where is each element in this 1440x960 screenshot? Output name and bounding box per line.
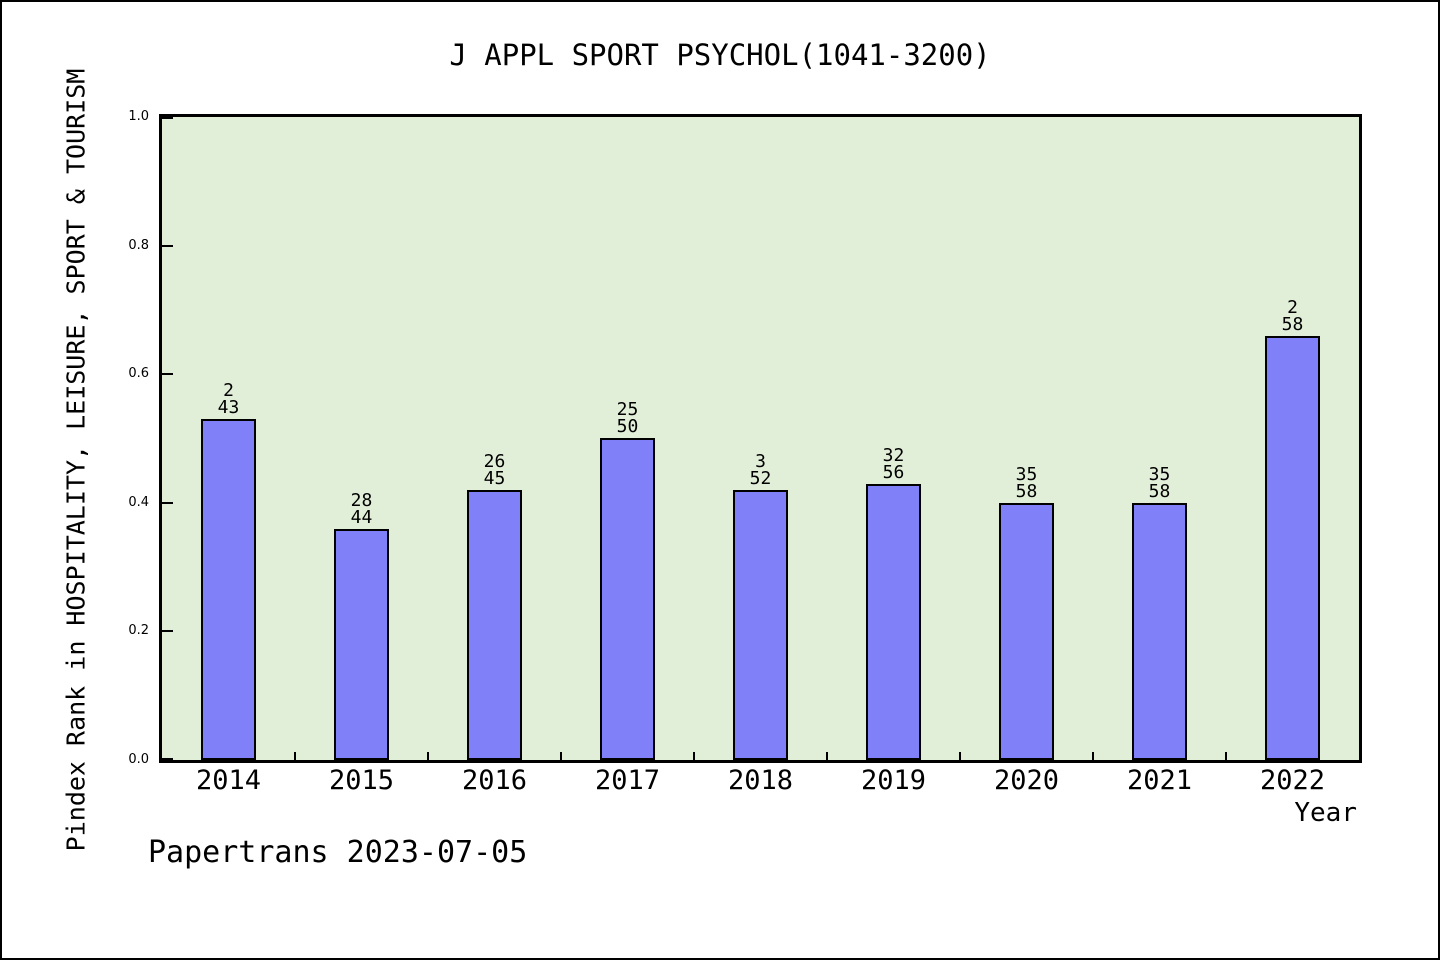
bar-label-rank: 26 xyxy=(483,451,506,472)
y-axis-tick xyxy=(162,630,173,633)
bar-label-rank: 35 xyxy=(1148,464,1171,485)
watermark-source-date: Papertrans 2023-07-05 xyxy=(148,835,528,870)
bar-label-total: 43 xyxy=(217,397,240,418)
x-tick-label-2021: 2021 xyxy=(1126,765,1193,796)
y-axis-tick xyxy=(162,117,173,119)
bar-label-total: 50 xyxy=(616,416,639,437)
bar-label-total: 52 xyxy=(749,468,772,489)
y-tick-label-0.0: 0.0 xyxy=(128,752,149,767)
x-axis-title: Year xyxy=(1294,798,1357,828)
y-axis-tick xyxy=(162,244,173,247)
bar-label-rank: 35 xyxy=(1015,464,1038,485)
bar-2014 xyxy=(201,419,256,760)
y-axis-tick xyxy=(162,758,173,760)
bar-value-label-2015: 28 44 xyxy=(302,490,422,528)
bar-label-total: 45 xyxy=(483,468,506,489)
x-axis-tick xyxy=(1092,752,1094,760)
y-tick-label-0.4: 0.4 xyxy=(128,494,149,510)
y-axis-tick xyxy=(162,373,173,376)
bar-label-rank: 2 xyxy=(223,380,234,401)
plot-area: Year 2 43 2014 28 44 2015 26 45 2016 25 50 2017 3 52 2… xyxy=(128,109,1362,828)
bar-value-label-2014: 2 43 xyxy=(169,380,289,418)
y-tick-label-0.2: 0.2 xyxy=(128,623,149,639)
bar-2017 xyxy=(600,438,655,760)
y-axis-tick xyxy=(162,501,173,504)
bar-label-total: 56 xyxy=(882,462,905,483)
bar-2016 xyxy=(467,490,522,760)
x-tick-label-2015: 2015 xyxy=(328,765,395,796)
bar-label-rank: 25 xyxy=(616,399,639,420)
y-tick-label-0.6: 0.6 xyxy=(128,366,149,382)
x-axis-tick xyxy=(1225,752,1227,760)
bar-label-total: 58 xyxy=(1148,481,1171,502)
x-tick-label-2022: 2022 xyxy=(1259,765,1326,796)
bar-2021 xyxy=(1132,503,1187,760)
bar-2020 xyxy=(999,503,1054,760)
bar-label-rank: 28 xyxy=(350,490,373,511)
bar-label-rank: 2 xyxy=(1287,297,1298,318)
bar-2019 xyxy=(866,484,921,760)
bar-label-rank: 3 xyxy=(755,451,766,472)
bar-value-label-2016: 26 45 xyxy=(435,451,555,489)
bar-value-label-2021: 35 58 xyxy=(1100,464,1220,502)
x-tick-label-2020: 2020 xyxy=(993,765,1060,796)
bar-label-total: 58 xyxy=(1015,481,1038,502)
bar-value-label-2017: 25 50 xyxy=(568,399,688,437)
bar-label-total: 58 xyxy=(1281,314,1304,335)
y-axis-title: Pindex Rank in HOSPITALITY, LEISURE, SPO… xyxy=(61,68,91,852)
x-tick-label-2018: 2018 xyxy=(727,765,794,796)
x-tick-label-2017: 2017 xyxy=(594,765,661,796)
bar-2015 xyxy=(334,529,389,760)
x-axis-tick xyxy=(294,752,296,760)
bar-label-total: 44 xyxy=(350,507,373,528)
bar-value-label-2020: 35 58 xyxy=(967,464,1087,502)
y-tick-label-1.0: 1.0 xyxy=(128,109,149,124)
bar-value-label-2022: 2 58 xyxy=(1233,297,1353,335)
bar-value-label-2019: 32 56 xyxy=(834,445,954,483)
bar-2018 xyxy=(733,490,788,760)
x-axis-tick xyxy=(826,752,828,760)
bar-value-label-2018: 3 52 xyxy=(701,451,821,489)
x-axis-tick xyxy=(560,752,562,760)
chart-title: J APPL SPORT PSYCHOL(1041-3200) xyxy=(449,38,991,72)
x-axis-tick xyxy=(427,752,429,760)
y-tick-label-0.8: 0.8 xyxy=(128,237,149,253)
bar-2022 xyxy=(1265,336,1320,760)
x-axis-tick xyxy=(693,752,695,760)
x-axis-tick xyxy=(959,752,961,760)
bar-label-rank: 32 xyxy=(882,445,905,466)
x-tick-label-2016: 2016 xyxy=(461,765,528,796)
x-tick-label-2014: 2014 xyxy=(195,765,262,796)
x-tick-label-2019: 2019 xyxy=(860,765,927,796)
